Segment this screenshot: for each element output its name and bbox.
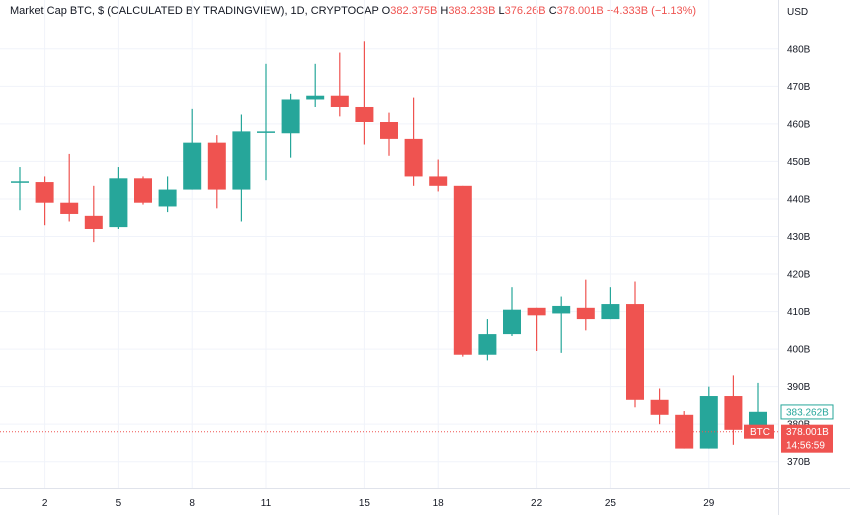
candle-body-up [281, 99, 300, 134]
candle-body-up [478, 334, 497, 355]
price-tick-label: 440B [787, 194, 811, 205]
symbol-tag: BTC [750, 427, 770, 438]
legend-low-label: L [498, 5, 505, 17]
legend-low-value: 376.26B [504, 5, 546, 17]
candle-body-down [626, 304, 644, 400]
candle-body-up [109, 178, 128, 228]
price-tick-label: 430B [787, 232, 811, 243]
price-tick-label: 370B [787, 457, 811, 468]
price-tags: 383.262B BTC 378.001B 14:56:59 [744, 404, 834, 453]
legend-change-value: −4.333B (−1.13%) [606, 5, 697, 17]
current-price-tag-box [781, 424, 833, 453]
price-tick-label: 450B [787, 157, 811, 168]
candle-body-up [257, 131, 275, 133]
time-tick-label: 5 [116, 498, 122, 509]
price-tick-label: 410B [787, 307, 811, 318]
candle-body-up [183, 142, 202, 190]
symbol-tag-box [744, 424, 774, 439]
last-value-tag: 383.262B [786, 407, 829, 418]
currency-unit-label: USD [787, 7, 808, 18]
bar-countdown: 14:56:59 [786, 441, 825, 452]
candle-body-down [650, 399, 669, 415]
candle-body-up [552, 305, 571, 314]
price-tick-label: 390B [787, 382, 811, 393]
candle-body-down [453, 185, 472, 355]
time-axis[interactable]: 2 5 8 11 15 18 22 25 29 [42, 498, 715, 509]
candle-body-up [503, 309, 521, 335]
time-tick-label: 8 [189, 498, 195, 509]
chart-legend: Market Cap BTC, $ (CALCULATED BY TRADING… [10, 5, 696, 17]
candle-body-down [134, 178, 152, 203]
current-price-tag: 378.001B [786, 427, 829, 438]
candle-body-down [724, 396, 743, 430]
candle-body-down [429, 176, 448, 186]
candle-body-up [232, 131, 251, 190]
price-tick-label: 400B [787, 345, 811, 356]
candle-body-down [355, 106, 374, 122]
last-value-tag-box [780, 404, 834, 420]
candle-body-up [699, 396, 718, 449]
time-tick-label: 29 [703, 498, 715, 509]
candle-body-down [84, 215, 103, 229]
candle-body-down [60, 202, 79, 214]
time-tick-label: 25 [605, 498, 617, 509]
candle-body-down [527, 307, 546, 316]
time-tick-label: 11 [261, 498, 272, 509]
legend-open-label: O [381, 5, 391, 17]
legend-high-label: H [440, 5, 449, 17]
legend-close-label: C [548, 5, 557, 17]
candle-body-up [306, 95, 325, 100]
time-tick-label: 22 [531, 498, 543, 509]
price-tick-label: 470B [787, 82, 811, 93]
price-tick-label: 480B [787, 44, 811, 55]
time-tick-label: 15 [359, 498, 371, 509]
time-tick-label: 18 [433, 498, 445, 509]
legend-title: Market Cap BTC, $ (CALCULATED BY TRADING… [10, 5, 379, 17]
price-tick-label: 420B [787, 270, 811, 281]
candle-body-down [330, 95, 349, 107]
time-tick-label: 2 [42, 498, 48, 509]
candle-body-down [404, 138, 423, 177]
legend-open-value: 382.375B [390, 5, 438, 17]
candle-body-down [207, 142, 226, 190]
legend-high-value: 383.233B [448, 5, 496, 17]
legend-close-value: 378.001B [556, 5, 604, 17]
candle-body-up [601, 304, 620, 320]
candle-body-down [35, 182, 54, 203]
candle-body-up [158, 189, 177, 207]
candles [11, 41, 767, 449]
price-tick-label: 460B [787, 119, 811, 130]
candle-body-down [380, 122, 398, 139]
candle-body-down [576, 307, 595, 320]
candle-body-up [11, 181, 29, 183]
